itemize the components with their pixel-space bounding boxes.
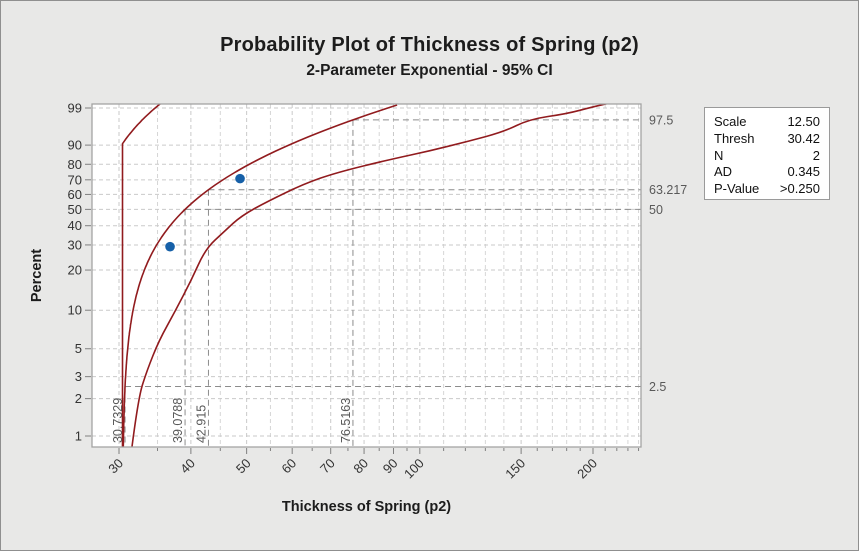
y-tick-label: 90 — [68, 138, 82, 153]
stat-label: N — [714, 147, 724, 163]
percentile-reference-lines — [124, 119, 641, 447]
stat-label: AD — [714, 164, 733, 180]
stat-label: P-Value — [714, 181, 760, 197]
data-point[interactable] — [235, 173, 245, 184]
y-tick-label: 40 — [68, 218, 82, 233]
x-reference-label: 76.5163 — [339, 398, 353, 443]
ci-lower-bound[interactable] — [131, 103, 611, 447]
percent-reference-label: 50 — [649, 203, 663, 217]
stat-value: 12.50 — [787, 114, 820, 129]
y-axis-title: Percent — [29, 249, 45, 302]
fitted-line[interactable] — [122, 104, 398, 447]
y-tick-label: 20 — [68, 263, 82, 278]
axis-ticks — [85, 107, 640, 454]
y-tick-label: 3 — [75, 369, 82, 384]
stat-row-ad: AD 0.345 — [714, 164, 820, 181]
y-tick-label: 1 — [75, 429, 82, 444]
plot-border — [91, 103, 642, 448]
curves — [121, 103, 611, 447]
y-tick-label: 2 — [75, 391, 82, 406]
x-tick-label: 80 — [350, 456, 371, 477]
stat-row-pvalue: P-Value >0.250 — [714, 181, 820, 198]
stat-value: 30.42 — [787, 130, 820, 146]
data-point[interactable] — [165, 241, 175, 252]
x-tick-label: 50 — [233, 456, 254, 477]
plot-area[interactable] — [92, 104, 641, 447]
y-tick-label: 60 — [68, 187, 82, 202]
chart-subtitle: 2-Parameter Exponential - 95% CI — [306, 62, 553, 79]
y-tick-label: 70 — [68, 172, 82, 187]
x-tick-label: 200 — [574, 456, 600, 482]
chart-title: Probability Plot of Thickness of Spring … — [220, 34, 639, 56]
x-tick-label: 30 — [105, 456, 126, 477]
stat-value: 2 — [812, 147, 820, 163]
x-tick-label: 70 — [317, 456, 338, 477]
y-tick-label: 99 — [68, 100, 82, 115]
x-tick-label: 60 — [278, 456, 299, 477]
stat-row-scale: Scale 12.50 — [714, 114, 820, 131]
x-reference-label: 39.0788 — [171, 398, 185, 443]
stat-row-n: N 2 — [714, 148, 820, 165]
y-tick-label: 80 — [68, 157, 82, 172]
x-reference-label: 30.7329 — [111, 398, 125, 443]
y-tick-label: 30 — [68, 237, 82, 252]
stat-label: Thresh — [714, 130, 755, 146]
stats-box: Scale 12.50 Thresh 30.42 N 2 AD 0.345 P-… — [704, 107, 830, 200]
x-axis-title: Thickness of Spring (p2) — [282, 499, 451, 515]
x-tick-label: 90 — [380, 456, 401, 477]
x-tick-label: 150 — [502, 456, 528, 482]
percent-reference-label: 97.5 — [649, 113, 673, 127]
stat-row-thresh: Thresh 30.42 — [714, 131, 820, 148]
percent-reference-label: 2.5 — [649, 380, 666, 394]
data-points — [165, 173, 245, 252]
stat-label: Scale — [714, 114, 747, 129]
stat-value: >0.250 — [779, 181, 820, 197]
reference-labels: 2.5 30.7329 50 39.0788 63.217 42.915 97.5 76.51… — [111, 113, 687, 443]
y-tick-label: 5 — [75, 341, 82, 356]
x-tick-label: 100 — [401, 456, 427, 482]
gridlines — [92, 104, 641, 447]
percent-reference-label: 63.217 — [649, 183, 687, 197]
y-tick-label: 50 — [68, 202, 82, 217]
stat-value: 0.345 — [787, 164, 820, 180]
x-reference-label: 42.915 — [194, 405, 208, 443]
x-tick-label: 40 — [177, 456, 198, 477]
ci-upper-bound[interactable] — [121, 104, 161, 447]
y-tick-label: 10 — [68, 303, 82, 318]
x-tick-labels: 30 40 50 60 70 80 90 100 150 200 — [105, 456, 600, 482]
